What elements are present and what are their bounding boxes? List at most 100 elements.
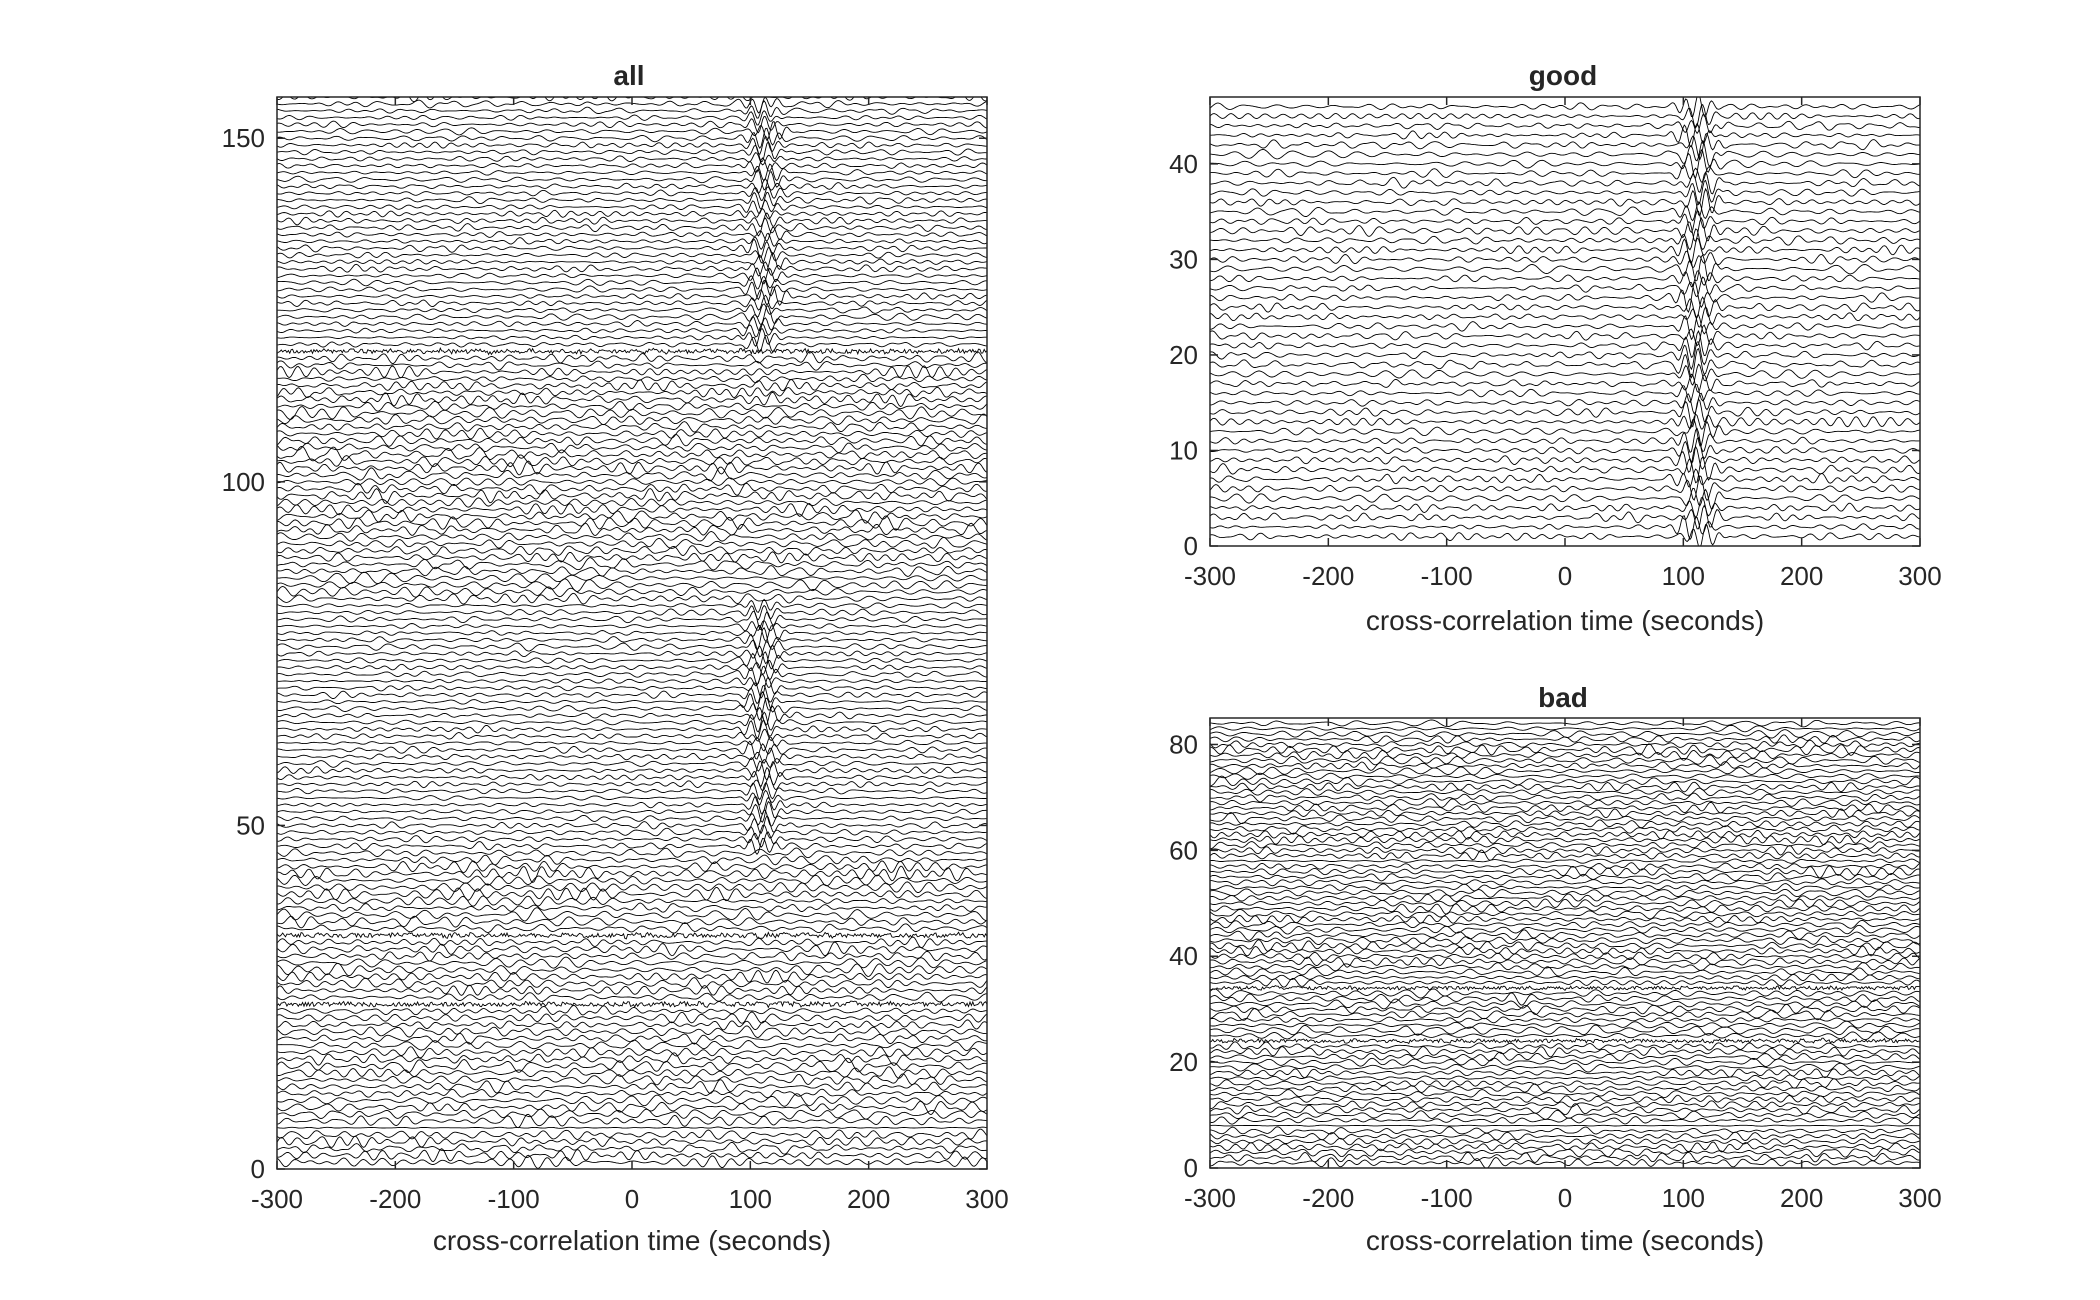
trace-21 xyxy=(277,1019,987,1031)
x-axis-label: cross-correlation time (seconds) xyxy=(1366,605,1764,636)
trace-102 xyxy=(277,460,987,476)
trace-3 xyxy=(277,1141,987,1155)
trace-9 xyxy=(277,1100,987,1115)
trace-76 xyxy=(1210,761,1920,771)
trace-75 xyxy=(1210,766,1920,776)
trace-20 xyxy=(1210,341,1920,371)
trace-9 xyxy=(1210,1116,1920,1125)
trace-127 xyxy=(277,286,987,307)
trace-149 xyxy=(277,135,987,155)
trace-39 xyxy=(277,895,987,907)
trace-105 xyxy=(277,442,987,454)
trace-132 xyxy=(277,251,987,271)
trace-49 xyxy=(277,824,987,840)
trace-34 xyxy=(277,931,987,940)
trace-43 xyxy=(1210,935,1920,946)
trace-66 xyxy=(1210,812,1920,825)
trace-25 xyxy=(277,991,987,1003)
trace-10 xyxy=(277,1093,987,1107)
trace-2 xyxy=(1210,1151,1920,1163)
trace-26 xyxy=(1210,1024,1920,1036)
trace-151 xyxy=(277,121,987,142)
trace-24 xyxy=(277,1000,987,1009)
chart-title: good xyxy=(1529,60,1597,91)
trace-152 xyxy=(277,115,987,134)
trace-85 xyxy=(277,578,987,592)
trace-57 xyxy=(1210,862,1920,871)
trace-108 xyxy=(277,421,987,433)
trace-80 xyxy=(1210,739,1920,749)
trace-79 xyxy=(277,620,987,632)
trace-154 xyxy=(277,100,987,119)
trace-9 xyxy=(1210,445,1920,473)
y-tick-label: 10 xyxy=(1169,435,1198,465)
trace-65 xyxy=(1210,819,1920,829)
trace-77 xyxy=(1210,754,1920,766)
trace-73 xyxy=(1210,775,1920,787)
trace-142 xyxy=(277,186,987,202)
trace-59 xyxy=(277,757,987,772)
trace-30 xyxy=(1210,250,1920,269)
trace-25 xyxy=(1210,1031,1920,1041)
trace-53 xyxy=(277,795,987,815)
trace-35 xyxy=(1210,977,1920,988)
trace-23 xyxy=(277,1004,987,1016)
trace-78 xyxy=(1210,749,1920,761)
trace-35 xyxy=(277,922,987,934)
trace-28 xyxy=(1210,270,1920,288)
trace-19 xyxy=(277,1032,987,1045)
trace-1 xyxy=(1210,523,1920,546)
trace-24 xyxy=(1210,1037,1920,1045)
x-axis: -300 -200 -100 0 100 200 300 xyxy=(251,97,1009,1214)
trace-82 xyxy=(277,598,987,613)
trace-4 xyxy=(1210,1141,1920,1153)
trace-55 xyxy=(1210,872,1920,882)
trace-42 xyxy=(277,874,987,887)
trace-15 xyxy=(277,1057,987,1073)
trace-5 xyxy=(277,1128,987,1140)
trace-121 xyxy=(277,328,987,348)
trace-6 xyxy=(1210,475,1920,502)
trace-118 xyxy=(277,351,987,364)
trace-71 xyxy=(277,673,987,688)
trace-8 xyxy=(1210,1124,1920,1127)
trace-36 xyxy=(277,915,987,929)
trace-74 xyxy=(1210,772,1920,780)
trace-20 xyxy=(1210,1057,1920,1067)
trace-144 xyxy=(277,169,987,191)
trace-42 xyxy=(1210,132,1920,161)
trace-82 xyxy=(1210,729,1920,739)
trace-67 xyxy=(1210,808,1920,819)
y-tick-label: 0 xyxy=(1184,1153,1198,1183)
trace-131 xyxy=(277,261,987,277)
trace-11 xyxy=(1210,427,1920,454)
trace-60 xyxy=(277,747,987,764)
y-tick-label: 60 xyxy=(1169,835,1198,865)
trace-119 xyxy=(277,347,987,356)
x-axis-label: cross-correlation time (seconds) xyxy=(1366,1225,1764,1256)
trace-24 xyxy=(1210,305,1920,328)
x-tick-label: -300 xyxy=(1184,561,1236,591)
trace-17 xyxy=(1210,1074,1920,1082)
trace-96 xyxy=(277,503,987,517)
trace-126 xyxy=(277,294,987,311)
trace-75 xyxy=(277,644,987,665)
y-tick-label: 80 xyxy=(1169,729,1198,759)
trace-97 xyxy=(277,497,987,508)
trace-17 xyxy=(277,1046,987,1059)
trace-31 xyxy=(1210,237,1920,265)
trace-28 xyxy=(277,969,987,984)
trace-16 xyxy=(1210,383,1920,404)
trace-47 xyxy=(277,837,987,856)
trace-16 xyxy=(1210,1078,1920,1089)
trace-3 xyxy=(1210,504,1920,530)
trace-67 xyxy=(277,697,987,722)
trace-22 xyxy=(277,1011,987,1024)
trace-41 xyxy=(1210,139,1920,168)
trace-79 xyxy=(1210,743,1920,756)
trace-23 xyxy=(1210,1041,1920,1051)
trace-33 xyxy=(277,936,987,949)
trace-3 xyxy=(1210,1148,1920,1158)
trace-16 xyxy=(277,1052,987,1066)
